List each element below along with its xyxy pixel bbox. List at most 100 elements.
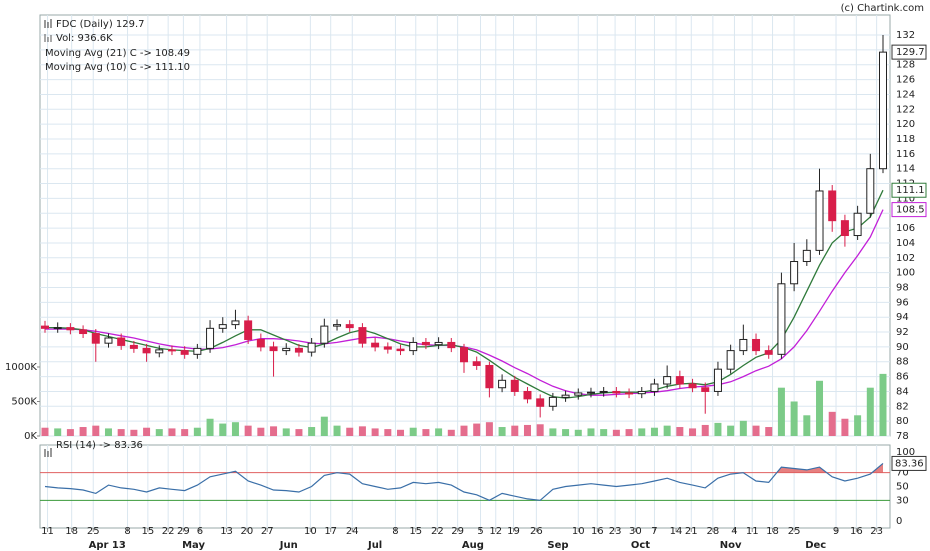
candle-body bbox=[129, 344, 138, 349]
x-tick-label: 27 bbox=[261, 526, 274, 537]
x-tick-label: 10 bbox=[572, 526, 585, 537]
y-tick-label: 106 bbox=[896, 223, 915, 234]
candle-body bbox=[879, 51, 887, 170]
x-tick-label: 24 bbox=[346, 526, 359, 537]
volume-bar bbox=[714, 422, 722, 436]
y-tick-label: 100 bbox=[896, 268, 915, 279]
candle-body bbox=[701, 387, 710, 392]
x-tick-label: 8 bbox=[392, 526, 398, 537]
candle-body bbox=[142, 347, 151, 354]
y-tick-label: 104 bbox=[896, 238, 915, 249]
candle-body bbox=[167, 349, 176, 352]
volume-bar bbox=[358, 426, 366, 436]
y-tick-label: 98 bbox=[896, 282, 909, 293]
month-label: Sep bbox=[547, 540, 568, 551]
month-label: Jul bbox=[367, 540, 382, 551]
x-tick-label: 8 bbox=[124, 526, 130, 537]
rsi-tick-label: 30 bbox=[896, 495, 909, 506]
candle-body bbox=[180, 350, 189, 355]
candle-body bbox=[282, 347, 291, 352]
volume-bar bbox=[435, 428, 443, 436]
volume-bar bbox=[155, 429, 163, 436]
volume-bar bbox=[181, 429, 189, 436]
volume-bar bbox=[206, 418, 214, 436]
legend-volume: Vol: 936.6K bbox=[56, 33, 113, 44]
x-tick-label: 5 bbox=[477, 526, 483, 537]
x-tick-label: 23 bbox=[609, 526, 622, 537]
candle-body bbox=[371, 342, 380, 348]
legend-icon bbox=[44, 19, 52, 28]
volume-bar bbox=[879, 373, 887, 436]
rsi-panel bbox=[39, 444, 891, 529]
volume-bar bbox=[625, 429, 633, 436]
volume-bar bbox=[282, 428, 290, 436]
x-tick-label: 16 bbox=[591, 526, 604, 537]
candle-body bbox=[244, 320, 253, 340]
value-box-label: 83.36 bbox=[895, 458, 924, 469]
volume-bar bbox=[752, 425, 760, 436]
y-tick-label: 88 bbox=[896, 357, 909, 368]
candle-body bbox=[548, 396, 557, 407]
volume-bar bbox=[66, 429, 74, 436]
x-tick-label: 6 bbox=[197, 526, 203, 537]
legend-title: FDC (Daily) 129.7 bbox=[56, 19, 145, 30]
volume-bar bbox=[701, 424, 709, 436]
volume-bar bbox=[79, 427, 87, 436]
y-tick-label: 128 bbox=[896, 60, 915, 71]
x-tick-label: 21 bbox=[685, 526, 698, 537]
value-box-label: 129.7 bbox=[896, 47, 925, 58]
value-box bbox=[891, 44, 927, 60]
x-tick-label: 12 bbox=[489, 526, 502, 537]
candle-body bbox=[777, 283, 786, 355]
volume-bar bbox=[168, 428, 176, 436]
candle-body bbox=[866, 168, 875, 214]
volume-bar bbox=[828, 411, 836, 436]
x-tick-label: 17 bbox=[324, 526, 337, 537]
month-label: May bbox=[182, 540, 205, 551]
candle-body bbox=[41, 325, 49, 329]
candle-body bbox=[663, 376, 672, 385]
y-tick-label: 122 bbox=[896, 104, 915, 115]
candle-body bbox=[421, 341, 430, 346]
rsi-line bbox=[44, 462, 884, 501]
y-tick-label: 80 bbox=[896, 416, 909, 427]
volume-bar bbox=[803, 415, 811, 436]
legend-icon bbox=[44, 448, 52, 457]
x-tick-label: 22 bbox=[431, 526, 444, 537]
x-tick-label: 20 bbox=[241, 526, 254, 537]
candle-body bbox=[460, 347, 468, 363]
candle-body bbox=[396, 348, 405, 352]
volume-bar bbox=[727, 425, 735, 436]
candle-body bbox=[790, 261, 799, 285]
y-tick-label: 96 bbox=[896, 297, 909, 308]
value-box bbox=[891, 182, 927, 198]
candle-body bbox=[218, 324, 227, 329]
candle-body bbox=[79, 329, 88, 335]
candle-body bbox=[53, 327, 62, 330]
candle-body bbox=[333, 324, 342, 327]
candle-body bbox=[536, 398, 545, 407]
volume-bar bbox=[574, 429, 582, 436]
candle-body bbox=[231, 320, 240, 326]
candle-body bbox=[498, 379, 507, 389]
volume-bar bbox=[54, 428, 62, 436]
candle-body bbox=[485, 364, 494, 389]
y-tick-label: 90 bbox=[896, 342, 909, 353]
volume-bar bbox=[117, 429, 125, 436]
candle-body bbox=[815, 190, 824, 251]
volume-bar bbox=[371, 428, 379, 436]
candle-body bbox=[472, 361, 481, 366]
volume-bar bbox=[409, 427, 417, 436]
candle-body bbox=[726, 350, 735, 370]
volume-bar bbox=[485, 422, 493, 436]
x-tick-label: 22 bbox=[162, 526, 175, 537]
x-tick-label: 29 bbox=[451, 526, 464, 537]
legend-ma10: Moving Avg (10) C -> 111.10 bbox=[45, 62, 190, 73]
legend-ma21: Moving Avg (21) C -> 108.49 bbox=[45, 48, 190, 59]
candle-body bbox=[434, 341, 443, 346]
x-tick-label: 19 bbox=[507, 526, 520, 537]
volume-bar bbox=[650, 427, 658, 436]
y-tick-label: 82 bbox=[896, 401, 909, 412]
volume-bar bbox=[447, 429, 455, 436]
volume-bar bbox=[866, 387, 874, 436]
